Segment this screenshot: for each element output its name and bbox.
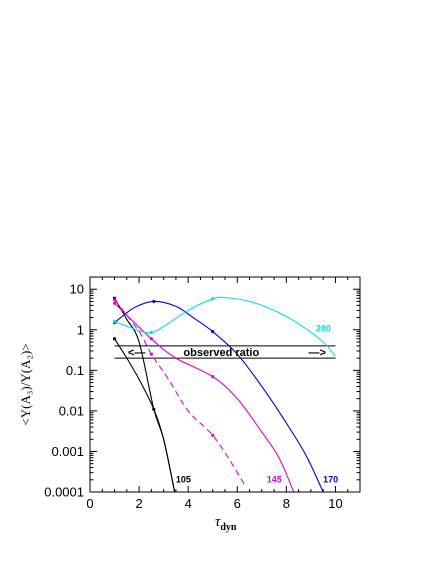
series-line-1	[114, 297, 176, 492]
series-line-0	[114, 338, 176, 492]
series-marker-0-1	[152, 407, 156, 411]
curve-label-170: 170	[323, 475, 338, 485]
y-tick-label: 10	[70, 282, 84, 297]
annotation-text: observed ratio	[183, 347, 259, 359]
series-marker-5-1	[149, 331, 153, 335]
curve-markers	[112, 296, 215, 437]
series-line-2	[114, 302, 295, 492]
curve-label-145: 145	[267, 475, 282, 485]
x-tick-label: 4	[185, 496, 192, 511]
x-tick-label: 2	[135, 496, 142, 511]
x-tick-labels: 0 2 4 6 8 10	[86, 496, 342, 511]
x-tick-label: 0	[86, 496, 93, 511]
curve-label-105: 105	[176, 475, 191, 485]
axis-ticks	[89, 276, 361, 493]
x-axis-label: τdyn	[215, 514, 237, 533]
x-tick-label: 6	[234, 496, 241, 511]
y-tick-label: 0.0001	[44, 485, 84, 500]
series-line-4	[114, 300, 324, 492]
y-tick-label: 0.01	[59, 403, 84, 418]
y-tick-label: 0.001	[51, 444, 84, 459]
series-marker-0-0	[112, 337, 117, 341]
plot-frame	[89, 276, 361, 493]
annotation-right-arrow: —>	[308, 347, 325, 359]
curves	[114, 296, 336, 492]
y-tick-label: 1	[77, 322, 84, 337]
series-line-3	[114, 299, 246, 486]
curve-label-200: 200	[316, 324, 331, 334]
series-marker-2-0	[112, 301, 117, 305]
x-tick-label: 8	[283, 496, 290, 511]
series-marker-2-2	[211, 375, 215, 379]
series-marker-4-2	[211, 330, 215, 334]
series-marker-5-0	[112, 319, 117, 324]
series-marker-3-1	[149, 352, 153, 356]
y-axis-label: <Y(A₃)/Y(A₂)>	[18, 343, 33, 425]
x-axis-label-subscript: dyn	[220, 522, 237, 533]
y-tick-label: 0.1	[66, 363, 84, 378]
annotation-left-arrow: <—	[128, 347, 145, 359]
series-marker-5-2	[211, 297, 215, 301]
series-marker-3-2	[211, 433, 215, 437]
y-tick-labels: 0.0001 0.001 0.01 0.1 1 10	[44, 282, 84, 500]
series-marker-3-0	[112, 298, 117, 302]
x-axis-label-main: τ	[215, 514, 221, 530]
series-marker-4-1	[152, 299, 156, 304]
observed-ratio-band	[114, 345, 336, 359]
series-marker-2-1	[149, 337, 153, 341]
x-tick-label: 10	[328, 496, 342, 511]
curve-labels: 105 145 170 200	[176, 324, 338, 485]
